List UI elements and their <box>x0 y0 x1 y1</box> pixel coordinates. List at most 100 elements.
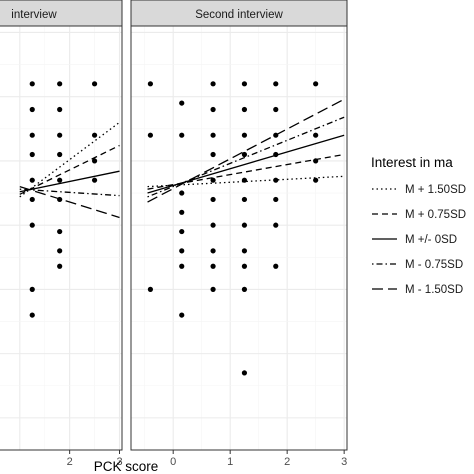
data-point <box>313 158 319 164</box>
panel-second-interview: Second interview 0 1 2 3 <box>130 0 348 468</box>
data-point <box>273 151 279 158</box>
data-point <box>29 312 35 318</box>
trend-line-dotdash <box>19 188 120 197</box>
trend-line-dotdash <box>147 116 345 198</box>
data-point <box>57 151 63 158</box>
data-point <box>179 100 185 106</box>
data-point <box>241 263 248 269</box>
strip-label-second-interview: Second interview <box>195 9 283 21</box>
data-point <box>273 81 279 87</box>
panel-background-second <box>131 26 347 450</box>
strip-first-interview <box>0 0 123 27</box>
legend-label: M - 1.50SD <box>405 284 463 296</box>
data-point <box>179 248 185 254</box>
data-point <box>179 263 185 269</box>
data-point <box>29 222 35 228</box>
x-tick-label: 2 <box>284 456 290 468</box>
points-first <box>29 81 98 318</box>
panel-background-first <box>0 26 122 450</box>
data-point <box>91 177 98 183</box>
data-point <box>210 222 216 228</box>
data-point <box>57 263 63 269</box>
grid-first <box>0 26 122 450</box>
data-point <box>273 106 279 113</box>
data-point <box>91 81 98 87</box>
data-point <box>210 81 216 87</box>
data-point <box>29 132 35 138</box>
data-point <box>29 177 35 183</box>
data-point <box>210 286 216 292</box>
data-point <box>210 177 216 183</box>
data-point <box>210 132 216 138</box>
data-point <box>91 132 98 138</box>
data-point <box>241 177 248 183</box>
legend-label: M - 0.75SD <box>405 259 463 271</box>
trend-lines-first <box>19 121 120 219</box>
strip-label-first-interview: interview <box>11 9 57 21</box>
data-point <box>273 177 279 183</box>
data-point <box>29 196 35 203</box>
data-point <box>241 222 248 228</box>
data-point <box>210 248 216 254</box>
trend-line-dashed <box>19 144 120 195</box>
x-tick-label: 0 <box>170 456 176 468</box>
trend-lines-second <box>147 98 345 203</box>
data-point <box>210 106 216 113</box>
data-point <box>147 132 153 138</box>
data-point <box>273 263 279 269</box>
legend-label: M +/- 0SD <box>405 234 457 246</box>
data-point <box>57 196 63 203</box>
data-point <box>273 196 279 203</box>
data-point <box>147 286 153 292</box>
points-second <box>147 81 319 376</box>
legend-label: M + 1.50SD <box>405 184 466 196</box>
legend-title: Interest in ma <box>371 155 453 170</box>
data-point <box>57 106 63 113</box>
data-point <box>179 190 185 196</box>
x-axis-title: PCK score <box>94 459 159 474</box>
strip-second-interview <box>130 0 348 27</box>
legend-keys: M + 1.50SD M + 0.75SD M +/- 0SD M - 0.75SD M… <box>372 184 466 296</box>
data-point <box>179 209 185 215</box>
data-point <box>273 222 279 228</box>
data-point <box>241 106 248 113</box>
data-point <box>57 248 63 254</box>
x-tick-label: 3 <box>341 456 347 468</box>
data-point <box>241 370 248 376</box>
data-point <box>29 81 35 87</box>
data-point <box>179 312 185 318</box>
data-point <box>241 286 248 292</box>
x-tick-label: 3 <box>116 456 122 468</box>
data-point <box>241 196 248 203</box>
panel-border-first <box>0 25 123 451</box>
data-point <box>91 158 98 164</box>
data-point <box>313 177 319 183</box>
data-point <box>57 228 63 235</box>
legend: Interest in ma M + 1.50SD M + 0.75SD M +/-… <box>371 155 466 296</box>
trend-line-longdash <box>147 98 345 203</box>
x-tick-label: 1 <box>227 456 233 468</box>
data-point <box>241 151 248 158</box>
data-point <box>241 81 248 87</box>
trend-line-solid <box>19 170 120 193</box>
data-point <box>210 151 216 158</box>
data-point <box>29 106 35 113</box>
data-point <box>210 196 216 203</box>
grid-second <box>131 26 347 450</box>
data-point <box>241 132 248 138</box>
data-point <box>313 81 319 87</box>
data-point <box>313 132 319 138</box>
panel-border-second <box>130 25 348 451</box>
x-ticks-second: 0 1 2 3 <box>170 450 347 468</box>
data-point <box>179 132 185 138</box>
data-point <box>241 248 248 254</box>
x-tick-label: 2 <box>67 456 73 468</box>
data-point <box>29 286 35 292</box>
data-point <box>210 263 216 269</box>
data-point <box>57 132 63 138</box>
data-point <box>57 81 63 87</box>
data-point <box>273 132 279 138</box>
